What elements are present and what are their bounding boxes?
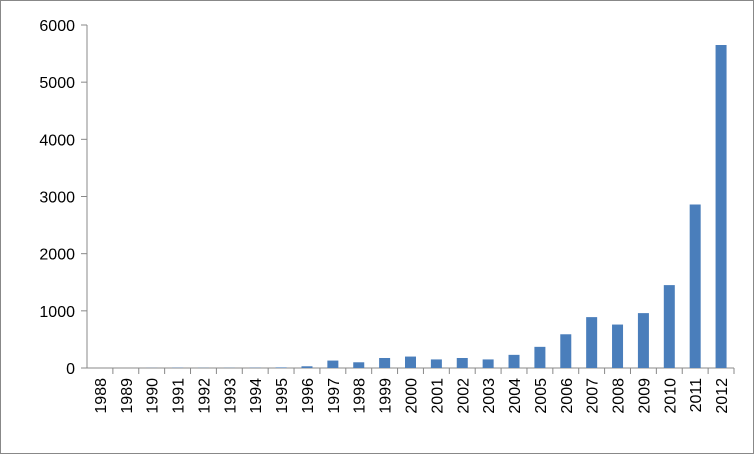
x-tick-label: 2012: [714, 378, 731, 414]
bar: [715, 45, 727, 369]
x-tick-label: 2000: [404, 378, 421, 414]
bar: [534, 346, 546, 368]
x-tick-label: 1995: [274, 378, 291, 414]
bar: [508, 354, 520, 368]
x-tick-label: 2001: [429, 378, 446, 414]
bar: [689, 204, 701, 368]
x-tick-label: 1994: [248, 378, 265, 414]
y-tick-label: 5000: [39, 75, 75, 92]
y-tick-label: 4000: [39, 132, 75, 149]
x-tick-label: 1990: [145, 378, 162, 414]
x-tick-label: 1988: [93, 378, 110, 414]
bar: [456, 357, 468, 368]
x-tick-label: 1992: [196, 378, 213, 414]
y-tick-label: 2000: [39, 247, 75, 264]
bar: [586, 317, 598, 368]
bar: [301, 366, 313, 368]
y-tick-label: 1000: [39, 304, 75, 321]
x-tick-label: 2007: [585, 378, 602, 414]
bar: [612, 324, 624, 368]
x-tick-label: 2006: [559, 378, 576, 414]
bar: [430, 359, 442, 368]
y-tick-label: 3000: [39, 190, 75, 207]
x-tick-label: 1991: [171, 378, 188, 414]
bar: [275, 367, 287, 368]
x-tick-label: 2003: [481, 378, 498, 414]
x-tick-label: 2009: [636, 378, 653, 414]
x-tick-label: 2002: [455, 378, 472, 414]
x-tick-label: 1999: [378, 378, 395, 414]
bar: [663, 285, 675, 368]
x-tick-label: 1998: [352, 378, 369, 414]
x-tick-label: 1997: [326, 378, 343, 414]
x-tick-label: 2008: [611, 378, 628, 414]
bar: [327, 360, 339, 368]
x-tick-label: 2011: [688, 378, 705, 413]
x-tick-label: 1993: [222, 378, 239, 414]
x-tick-label: 2010: [662, 378, 679, 414]
x-tick-label: 2005: [533, 378, 550, 414]
bar: [560, 334, 572, 368]
x-tick-label: 1996: [300, 378, 317, 414]
bar: [379, 357, 391, 368]
y-tick-label: 0: [66, 361, 75, 378]
bar: [637, 313, 649, 368]
bar: [353, 362, 365, 368]
bar: [405, 356, 416, 368]
y-tick-label: 6000: [39, 18, 75, 35]
bar: [482, 359, 494, 368]
x-tick-label: 1989: [119, 378, 136, 414]
x-tick-label: 2004: [507, 378, 524, 414]
